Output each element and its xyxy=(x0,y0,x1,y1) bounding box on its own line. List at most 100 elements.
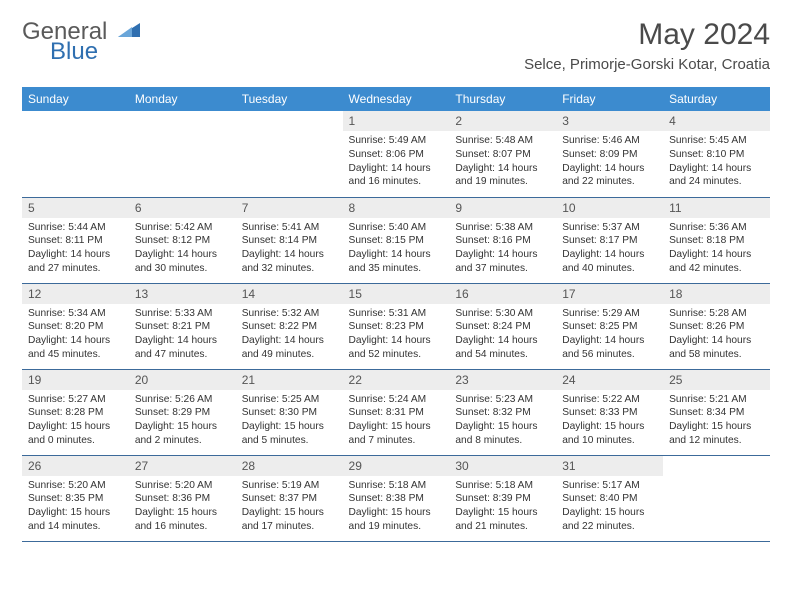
day-number: 10 xyxy=(556,198,663,218)
daylight-line2: and 22 minutes. xyxy=(562,520,657,534)
day-number: 28 xyxy=(236,456,343,476)
daylight-line1: Daylight: 15 hours xyxy=(28,506,123,520)
day-header: Saturday xyxy=(663,87,770,111)
day-details: Sunrise: 5:46 AMSunset: 8:09 PMDaylight:… xyxy=(556,131,663,193)
sunset-line: Sunset: 8:26 PM xyxy=(669,320,764,334)
daylight-line1: Daylight: 14 hours xyxy=(349,334,444,348)
daylight-line2: and 19 minutes. xyxy=(349,520,444,534)
sunrise-line: Sunrise: 5:49 AM xyxy=(349,134,444,148)
calendar-day-cell: 10Sunrise: 5:37 AMSunset: 8:17 PMDayligh… xyxy=(556,197,663,283)
calendar-day-cell: 1Sunrise: 5:49 AMSunset: 8:06 PMDaylight… xyxy=(343,111,450,197)
calendar-day-cell: 4 Sunrise: 5:45 AMSunset: 8:10 PMDaylight… xyxy=(663,111,770,197)
daylight-line2: and 24 minutes. xyxy=(669,175,764,189)
calendar-day-cell: 19Sunrise: 5:27 AMSunset: 8:28 PMDayligh… xyxy=(22,369,129,455)
day-number: 4 xyxy=(663,111,770,131)
sunrise-line: Sunrise: 5:48 AM xyxy=(455,134,550,148)
day-number: 7 xyxy=(236,198,343,218)
day-number: 11 xyxy=(663,198,770,218)
day-details: Sunrise: 5:31 AMSunset: 8:23 PMDaylight:… xyxy=(343,304,450,366)
sunrise-line: Sunrise: 5:34 AM xyxy=(28,307,123,321)
day-number: 17 xyxy=(556,284,663,304)
daylight-line2: and 2 minutes. xyxy=(135,434,230,448)
day-details: Sunrise: 5:17 AMSunset: 8:40 PMDaylight:… xyxy=(556,476,663,538)
day-number: 26 xyxy=(22,456,129,476)
calendar-day-cell: 11Sunrise: 5:36 AMSunset: 8:18 PMDayligh… xyxy=(663,197,770,283)
daylight-line1: Daylight: 14 hours xyxy=(669,162,764,176)
day-number: 16 xyxy=(449,284,556,304)
month-title: May 2024 xyxy=(524,18,770,52)
day-details: Sunrise: 5:22 AMSunset: 8:33 PMDaylight:… xyxy=(556,390,663,452)
calendar-day-cell: 8Sunrise: 5:40 AMSunset: 8:15 PMDaylight… xyxy=(343,197,450,283)
day-details: Sunrise: 5:34 AMSunset: 8:20 PMDaylight:… xyxy=(22,304,129,366)
sunset-line: Sunset: 8:32 PM xyxy=(455,406,550,420)
day-details: Sunrise: 5:23 AMSunset: 8:32 PMDaylight:… xyxy=(449,390,556,452)
location-subtitle: Selce, Primorje-Gorski Kotar, Croatia xyxy=(524,56,770,73)
calendar-week-row: 5Sunrise: 5:44 AMSunset: 8:11 PMDaylight… xyxy=(22,197,770,283)
sunset-line: Sunset: 8:07 PM xyxy=(455,148,550,162)
day-number: 8 xyxy=(343,198,450,218)
daylight-line1: Daylight: 15 hours xyxy=(242,506,337,520)
daylight-line2: and 52 minutes. xyxy=(349,348,444,362)
calendar-day-cell: 13Sunrise: 5:33 AMSunset: 8:21 PMDayligh… xyxy=(129,283,236,369)
day-details: Sunrise: 5:20 AMSunset: 8:36 PMDaylight:… xyxy=(129,476,236,538)
calendar-week-row: 12Sunrise: 5:34 AMSunset: 8:20 PMDayligh… xyxy=(22,283,770,369)
sunset-line: Sunset: 8:38 PM xyxy=(349,492,444,506)
daylight-line2: and 19 minutes. xyxy=(455,175,550,189)
sunset-line: Sunset: 8:09 PM xyxy=(562,148,657,162)
calendar-day-cell: 26Sunrise: 5:20 AMSunset: 8:35 PMDayligh… xyxy=(22,455,129,541)
calendar-day-cell: 12Sunrise: 5:34 AMSunset: 8:20 PMDayligh… xyxy=(22,283,129,369)
logo-text: General Blue xyxy=(22,18,140,64)
calendar-day-cell: 22Sunrise: 5:24 AMSunset: 8:31 PMDayligh… xyxy=(343,369,450,455)
day-details: Sunrise: 5:41 AMSunset: 8:14 PMDaylight:… xyxy=(236,218,343,280)
daylight-line2: and 58 minutes. xyxy=(669,348,764,362)
day-details: Sunrise: 5:26 AMSunset: 8:29 PMDaylight:… xyxy=(129,390,236,452)
sunrise-line: Sunrise: 5:30 AM xyxy=(455,307,550,321)
calendar-day-cell: 29Sunrise: 5:18 AMSunset: 8:38 PMDayligh… xyxy=(343,455,450,541)
sunrise-line: Sunrise: 5:45 AM xyxy=(669,134,764,148)
sunrise-line: Sunrise: 5:41 AM xyxy=(242,221,337,235)
sunrise-line: Sunrise: 5:26 AM xyxy=(135,393,230,407)
sunrise-line: Sunrise: 5:23 AM xyxy=(455,393,550,407)
sunrise-line: Sunrise: 5:29 AM xyxy=(562,307,657,321)
daylight-line2: and 17 minutes. xyxy=(242,520,337,534)
sunrise-line: Sunrise: 5:42 AM xyxy=(135,221,230,235)
daylight-line2: and 40 minutes. xyxy=(562,262,657,276)
daylight-line1: Daylight: 15 hours xyxy=(455,506,550,520)
sunrise-line: Sunrise: 5:27 AM xyxy=(28,393,123,407)
day-details: Sunrise: 5:20 AMSunset: 8:35 PMDaylight:… xyxy=(22,476,129,538)
day-number: 2 xyxy=(449,111,556,131)
sunset-line: Sunset: 8:37 PM xyxy=(242,492,337,506)
sunset-line: Sunset: 8:10 PM xyxy=(669,148,764,162)
daylight-line2: and 35 minutes. xyxy=(349,262,444,276)
daylight-line1: Daylight: 15 hours xyxy=(28,420,123,434)
calendar-day-cell: 17Sunrise: 5:29 AMSunset: 8:25 PMDayligh… xyxy=(556,283,663,369)
day-number: 9 xyxy=(449,198,556,218)
calendar-week-row: 26Sunrise: 5:20 AMSunset: 8:35 PMDayligh… xyxy=(22,455,770,541)
day-header: Thursday xyxy=(449,87,556,111)
daylight-line1: Daylight: 15 hours xyxy=(562,420,657,434)
sunset-line: Sunset: 8:12 PM xyxy=(135,234,230,248)
daylight-line2: and 30 minutes. xyxy=(135,262,230,276)
day-number: 15 xyxy=(343,284,450,304)
day-details: Sunrise: 5:27 AMSunset: 8:28 PMDaylight:… xyxy=(22,390,129,452)
sunset-line: Sunset: 8:39 PM xyxy=(455,492,550,506)
sunrise-line: Sunrise: 5:33 AM xyxy=(135,307,230,321)
daylight-line1: Daylight: 14 hours xyxy=(669,334,764,348)
daylight-line2: and 49 minutes. xyxy=(242,348,337,362)
day-number: 27 xyxy=(129,456,236,476)
sunrise-line: Sunrise: 5:22 AM xyxy=(562,393,657,407)
sunrise-line: Sunrise: 5:18 AM xyxy=(349,479,444,493)
daylight-line1: Daylight: 14 hours xyxy=(455,334,550,348)
daylight-line1: Daylight: 14 hours xyxy=(135,334,230,348)
day-details: Sunrise: 5:29 AMSunset: 8:25 PMDaylight:… xyxy=(556,304,663,366)
sunset-line: Sunset: 8:14 PM xyxy=(242,234,337,248)
sunset-line: Sunset: 8:34 PM xyxy=(669,406,764,420)
sunrise-line: Sunrise: 5:28 AM xyxy=(669,307,764,321)
day-number: 1 xyxy=(343,111,450,131)
day-details: Sunrise: 5:37 AMSunset: 8:17 PMDaylight:… xyxy=(556,218,663,280)
day-number: 5 xyxy=(22,198,129,218)
title-block: May 2024 Selce, Primorje-Gorski Kotar, C… xyxy=(524,18,770,73)
calendar-table: Sunday Monday Tuesday Wednesday Thursday… xyxy=(22,87,770,542)
day-number: 13 xyxy=(129,284,236,304)
sunrise-line: Sunrise: 5:44 AM xyxy=(28,221,123,235)
